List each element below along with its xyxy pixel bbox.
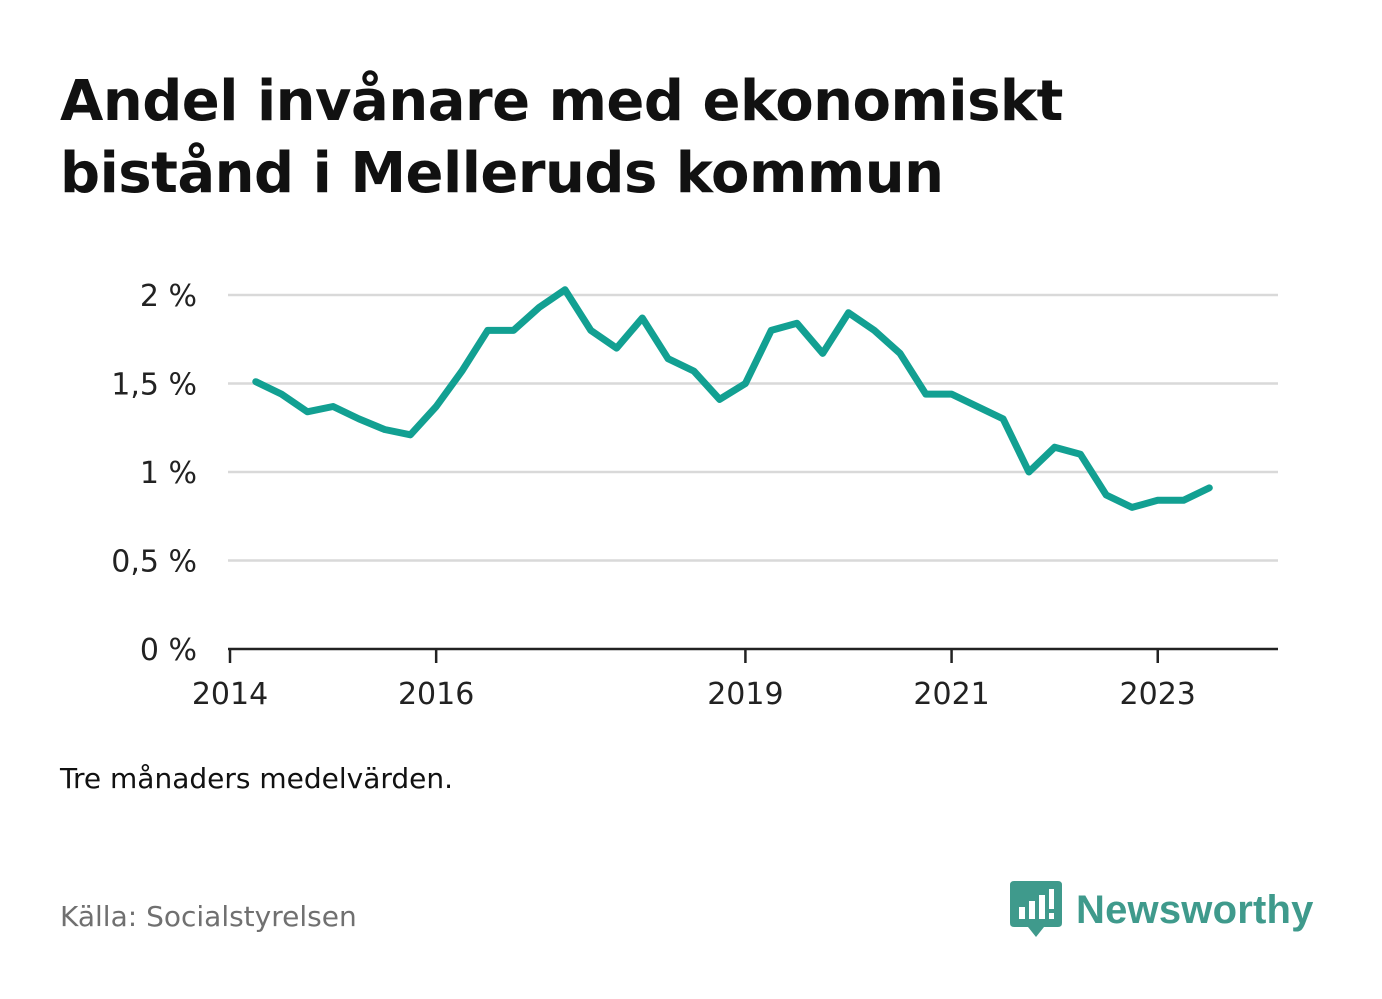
y-tick-label: 0,5 % [111,545,197,580]
x-tick-label: 2014 [192,677,268,712]
brand-logo: Newsworthy [1010,880,1314,940]
x-tick-label: 2016 [398,677,474,712]
source-text: Källa: Socialstyrelsen [60,900,357,933]
x-axis: 2014 2016 2019 2021 2023 [192,647,1278,712]
y-tick-label: 0 % [140,633,197,668]
x-tick-label: 2019 [707,677,783,712]
y-axis-labels: 0 % 0,5 % 1 % 1,5 % 2 % [111,279,197,668]
y-tick-label: 1,5 % [111,368,197,403]
data-series [252,286,1213,511]
y-tick-label: 1 % [140,456,197,491]
y-tick-label: 2 % [140,279,197,314]
brand-name: Newsworthy [1076,887,1314,932]
x-tick-label: 2023 [1120,677,1196,712]
x-tick-label: 2021 [913,677,989,712]
grid-lines [228,293,1278,562]
chart-note: Tre månaders medelvärden. [60,762,454,795]
newsworthy-logo-icon [1010,881,1062,937]
chart-title: Andel invånare med ekonomiskt bistånd i … [60,69,1063,206]
series-line [252,286,1213,511]
